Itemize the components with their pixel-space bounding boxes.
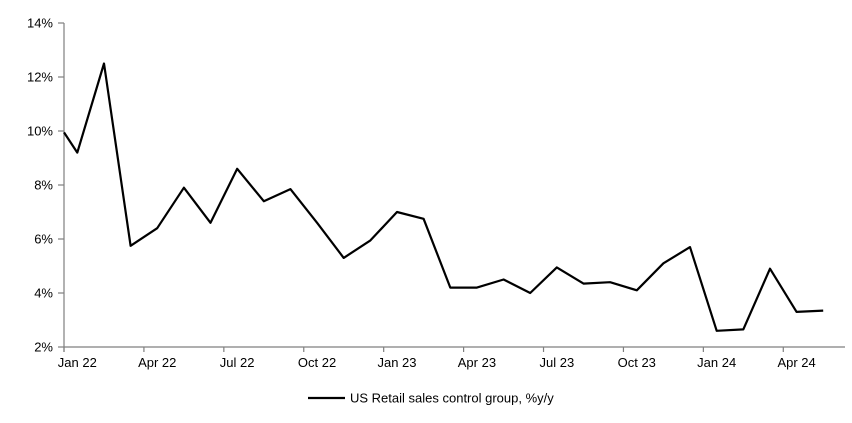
x-tick-label: Apr 22 xyxy=(138,355,176,370)
series-line xyxy=(63,62,824,332)
y-axis-labels: 2% 4% 6% 8% 10% 12% 14% xyxy=(27,16,53,355)
x-tick-label: Jan 22 xyxy=(58,355,97,370)
legend-label: US Retail sales control group, %y/y xyxy=(350,391,554,406)
x-tick-label: Oct 23 xyxy=(618,355,656,370)
legend: US Retail sales control group, %y/y xyxy=(308,391,554,406)
x-tick-label: Jan 24 xyxy=(697,355,736,370)
x-tick-label: Apr 24 xyxy=(777,355,815,370)
x-tick-label: Oct 22 xyxy=(298,355,336,370)
y-tick-label: 2% xyxy=(34,340,53,355)
x-axis-labels: Jan 22 Apr 22 Jul 22 Oct 22 Jan 23 Apr 23 Jul … xyxy=(58,355,816,370)
x-tick-label: Apr 23 xyxy=(458,355,496,370)
y-tick-label: 6% xyxy=(34,232,53,247)
x-tick-label: Jul 22 xyxy=(220,355,255,370)
y-tick-label: 8% xyxy=(34,178,53,193)
x-axis-ticks xyxy=(63,347,784,352)
y-tick-label: 14% xyxy=(27,16,53,31)
y-tick-label: 12% xyxy=(27,70,53,85)
x-tick-label: Jul 23 xyxy=(539,355,574,370)
y-axis-ticks xyxy=(58,22,64,348)
x-tick-label: Jan 23 xyxy=(377,355,416,370)
y-tick-label: 4% xyxy=(34,286,53,301)
y-tick-label: 10% xyxy=(27,124,53,139)
